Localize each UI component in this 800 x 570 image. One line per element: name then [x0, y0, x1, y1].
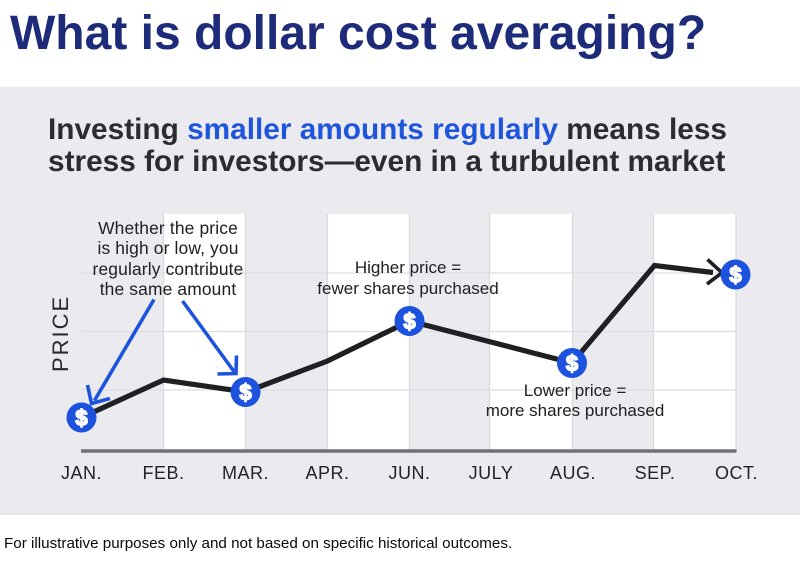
svg-text:PRICE: PRICE — [48, 295, 73, 372]
svg-text:$: $ — [75, 406, 87, 431]
svg-text:$: $ — [239, 380, 251, 405]
svg-text:$: $ — [729, 263, 741, 288]
svg-text:$: $ — [566, 351, 578, 376]
svg-text:$: $ — [403, 309, 415, 334]
